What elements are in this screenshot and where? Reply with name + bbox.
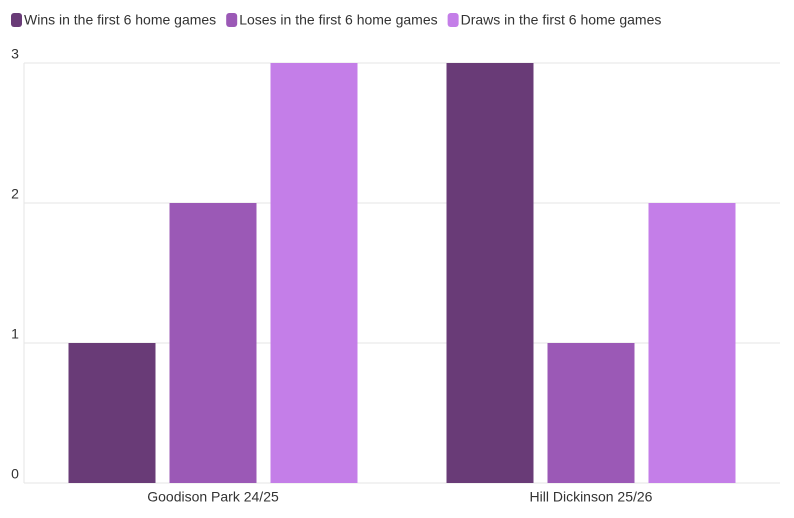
bar xyxy=(648,203,736,483)
legend-swatch xyxy=(447,13,459,27)
legend: Wins in the first 6 home games Loses in t… xyxy=(11,12,661,28)
bar xyxy=(547,343,635,483)
y-tick-label: 3 xyxy=(11,46,19,62)
y-tick-label: 2 xyxy=(11,186,19,202)
legend-swatch xyxy=(11,13,22,27)
y-tick-label: 1 xyxy=(11,326,19,342)
bar xyxy=(169,203,257,483)
bar xyxy=(68,343,156,483)
legend-label: Wins in the first 6 home games xyxy=(24,12,216,28)
legend-label: Draws in the first 6 home games xyxy=(461,12,662,28)
x-tick-label: Goodison Park 24/25 xyxy=(147,489,279,505)
legend-swatch xyxy=(226,13,238,27)
legend-label: Loses in the first 6 home games xyxy=(239,12,437,28)
y-tick-label: 0 xyxy=(11,466,19,482)
x-tick-label: Hill Dickinson 25/26 xyxy=(530,489,653,505)
bar xyxy=(446,63,534,483)
bar xyxy=(270,63,358,483)
